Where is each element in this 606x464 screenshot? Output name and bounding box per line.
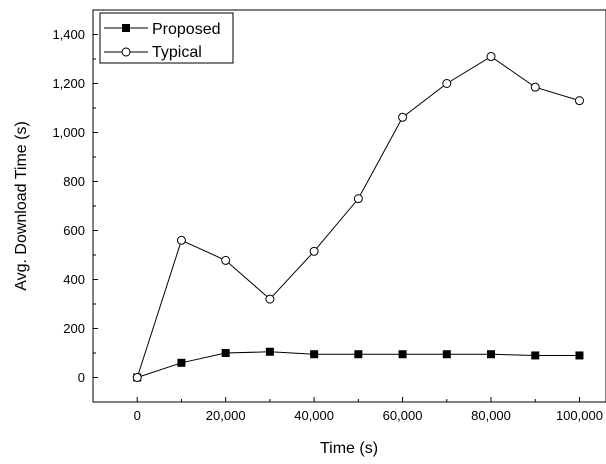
data-point: [353, 194, 363, 204]
y-tick-label: 1,200: [52, 76, 85, 91]
data-point: [265, 294, 275, 304]
data-point: [398, 350, 407, 359]
legend-label-typical: Typical: [152, 44, 202, 61]
data-point: [132, 373, 142, 382]
data-point: [530, 82, 540, 92]
data-point: [309, 246, 319, 256]
data-point: [221, 255, 231, 265]
x-tick-label: 80,000: [471, 408, 511, 423]
y-tick-label: 600: [63, 223, 85, 238]
data-point: [176, 235, 186, 245]
x-axis-ticks: 0 20,000 40,000 60,000 80,000 100,000: [92, 397, 603, 423]
x-tick-label: 0: [134, 408, 141, 423]
legend-label-proposed: Proposed: [152, 21, 221, 38]
x-tick-label: 60,000: [383, 408, 423, 423]
y-tick-label: 400: [63, 272, 85, 287]
data-point: [354, 350, 363, 359]
series-layer: [132, 52, 584, 382]
data-point: [442, 350, 451, 359]
y-tick-label: 1,400: [52, 27, 85, 42]
legend-marker-typical: [121, 47, 131, 57]
y-axis-title: Avg. Download Time (s): [13, 121, 30, 291]
data-point: [531, 351, 540, 360]
data-point: [177, 358, 186, 367]
x-tick-label: 40,000: [294, 408, 334, 423]
legend-marker-proposed: [122, 24, 130, 32]
y-tick-label: 800: [63, 174, 85, 189]
plot-frame: [92, 9, 606, 403]
data-point: [487, 350, 496, 359]
x-tick-label: 100,000: [556, 408, 603, 423]
y-tick-label: 200: [63, 321, 85, 336]
data-point: [221, 349, 230, 357]
data-point: [442, 79, 452, 88]
series-proposed: [133, 347, 584, 382]
y-tick-label: 0: [78, 370, 85, 385]
data-point: [310, 350, 319, 359]
y-tick-label: 1,000: [52, 125, 85, 140]
series-typical: [132, 52, 584, 382]
legend: Proposed Typical: [99, 12, 234, 64]
x-tick-label: 20,000: [206, 408, 246, 423]
data-point: [486, 52, 496, 62]
data-point: [398, 112, 408, 122]
data-point: [265, 347, 274, 356]
series-line: [136, 55, 580, 378]
x-axis-title: Time (s): [320, 440, 378, 457]
legend-box: [99, 12, 234, 64]
data-point: [574, 96, 584, 106]
y-axis-ticks: 0 200 400 600 800 1,000 1,200 1,400: [52, 27, 98, 403]
data-point: [575, 351, 584, 360]
